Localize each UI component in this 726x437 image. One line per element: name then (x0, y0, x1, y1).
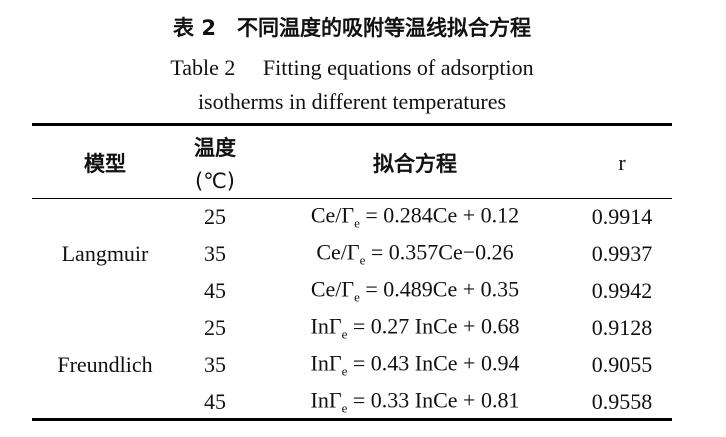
equation-lhs: InΓ (310, 387, 342, 413)
r-cell: 0.9937 (591, 241, 653, 266)
equation-rhs: = 0.33 InCe + 0.81 (352, 387, 520, 413)
equation-cell: Ce/Γe = 0.284Ce + 0.12 (311, 202, 519, 231)
equation-rhs: = 0.489Ce + 0.35 (365, 276, 520, 302)
header-cell: r (618, 150, 626, 175)
header-cell: 温度 (194, 136, 236, 160)
temperature-cell: 25 (204, 204, 226, 229)
caption-en: isotherms in different temperatures (197, 89, 507, 114)
top-rule (32, 123, 672, 126)
equation-subscript: e (341, 363, 348, 379)
temperature-cell: 25 (204, 315, 226, 340)
bottom-rule (32, 418, 672, 421)
temperature-cell: 45 (204, 389, 226, 414)
temperature-cell: 45 (204, 278, 226, 303)
equation-rhs: = 0.43 InCe + 0.94 (352, 350, 520, 376)
equation-lhs: Ce/Γ (310, 202, 355, 228)
equation-subscript: e (359, 252, 366, 268)
equation-lhs: InΓ (310, 313, 342, 339)
temperature-cell: 35 (204, 352, 226, 377)
r-cell: 0.9055 (591, 352, 653, 377)
equation-lhs: Ce/Γ (310, 276, 355, 302)
equation-rhs: = 0.357Ce−0.26 (370, 239, 514, 265)
caption-en: Table 2 Fitting equations of adsorption (170, 55, 534, 80)
temperature-cell: 35 (204, 241, 226, 266)
model-cell: Freundlich (57, 352, 153, 377)
equation-subscript: e (341, 326, 348, 342)
equation-subscript: e (341, 400, 348, 416)
equation-rhs: = 0.284Ce + 0.12 (365, 202, 520, 228)
equation-cell: Ce/Γe = 0.489Ce + 0.35 (311, 276, 519, 305)
header-cell: (℃) (195, 169, 235, 193)
equation-rhs: = 0.27 InCe + 0.68 (352, 313, 520, 339)
equation-subscript: e (354, 289, 360, 305)
model-cell: Langmuir (61, 241, 149, 266)
r-cell: 0.9942 (591, 278, 653, 303)
equation-cell: InΓe = 0.33 InCe + 0.81 (311, 387, 520, 416)
header-cell: 拟合方程 (373, 152, 457, 176)
r-cell: 0.9914 (591, 204, 653, 229)
equation-lhs: Ce/Γ (316, 239, 360, 265)
header-rule (32, 198, 672, 199)
r-cell: 0.9128 (591, 315, 653, 340)
equation-cell: InΓe = 0.43 InCe + 0.94 (311, 350, 520, 379)
r-cell: 0.9558 (591, 389, 653, 414)
equation-subscript: e (354, 215, 360, 231)
equation-lhs: InΓ (310, 350, 342, 376)
equation-cell: InΓe = 0.27 InCe + 0.68 (311, 313, 520, 342)
caption-zh: 表 2 不同温度的吸附等温线拟合方程 (173, 16, 531, 40)
equation-cell: Ce/Γe = 0.357Ce−0.26 (316, 239, 513, 268)
header-cell: 模型 (84, 152, 126, 176)
